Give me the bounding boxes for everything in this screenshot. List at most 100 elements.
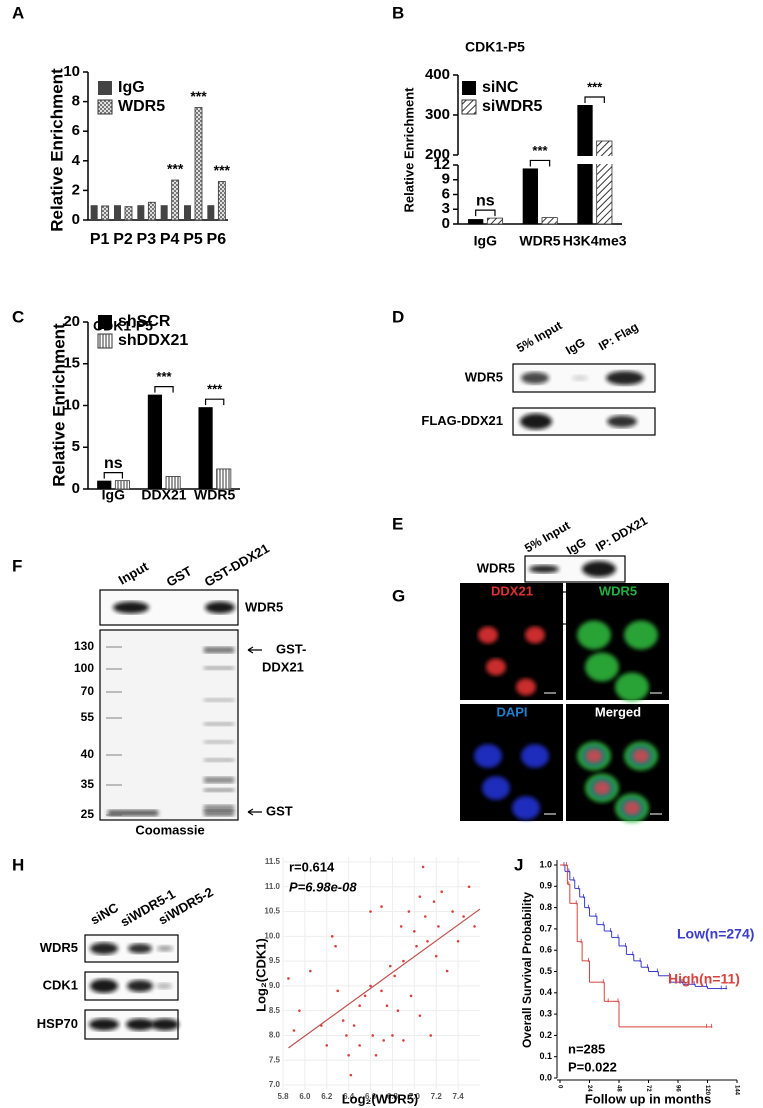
blot-band xyxy=(607,415,637,428)
x-tick-label: 96 xyxy=(674,1085,680,1092)
bar xyxy=(198,407,213,489)
y-tick-label: 7.0 xyxy=(269,1080,281,1089)
y-tick-label: 0.6 xyxy=(539,945,552,955)
point xyxy=(309,969,312,973)
legend-swatch xyxy=(98,315,112,329)
channel-label: DDX21 xyxy=(491,583,533,598)
micrograph xyxy=(460,583,563,700)
legend-label: siWDR5 xyxy=(482,98,543,115)
y-tick-label: 0.7 xyxy=(539,923,552,933)
channel-label: WDR5 xyxy=(599,583,637,598)
row-label: WDR5 xyxy=(245,599,283,614)
y-tick-label: 9 xyxy=(442,171,450,188)
x-tick-label: 24 xyxy=(586,1085,592,1092)
y-tick-label: 10 xyxy=(63,396,80,413)
y-axis-label: Relative Enrichment xyxy=(401,87,416,213)
y-tick-label: 8.5 xyxy=(269,1006,281,1015)
y-axis-label: Relative Enrichment xyxy=(47,68,66,232)
row-label: FLAG-DDX21 xyxy=(421,413,503,428)
point xyxy=(298,1009,301,1012)
y-tick-label: 5 xyxy=(72,438,80,455)
bar xyxy=(114,205,121,220)
arrow-label: DDX21 xyxy=(262,659,304,674)
x-tick-label: 6.4 xyxy=(343,1092,355,1101)
y-tick-label: 8.0 xyxy=(269,1031,281,1040)
point xyxy=(358,1044,361,1047)
blot-band xyxy=(89,1018,119,1031)
panel-label: E xyxy=(392,514,403,533)
channel-label: DAPI xyxy=(496,704,527,719)
legend-label: shDDX21 xyxy=(118,332,188,349)
y-tick-label: 1.0 xyxy=(539,859,552,869)
channel-label: Merged xyxy=(595,704,641,719)
significance-bracket xyxy=(529,159,551,167)
y-tick-label: 300 xyxy=(425,106,450,123)
plot-area xyxy=(283,857,480,1090)
marker-label: 40 xyxy=(81,747,95,761)
nucleus xyxy=(516,678,536,696)
point xyxy=(369,910,372,913)
arrow xyxy=(247,808,262,816)
column-label: IP: DDX21 xyxy=(593,513,650,554)
point xyxy=(393,974,396,978)
x-tick-label: 48 xyxy=(615,1085,621,1092)
legend-label: siNC xyxy=(482,79,519,96)
bar xyxy=(194,107,203,221)
gel-band xyxy=(204,666,234,670)
y-tick-label: 4 xyxy=(72,152,81,169)
column-label: GST-DDX21 xyxy=(202,540,272,589)
legend-swatch xyxy=(97,333,113,349)
legend-swatch xyxy=(462,81,476,95)
point xyxy=(456,939,460,943)
panel-label: D xyxy=(392,307,404,326)
y-tick-label: 0.2 xyxy=(539,1030,552,1040)
point xyxy=(407,910,411,913)
point xyxy=(409,994,413,998)
y-tick-label: 7.5 xyxy=(269,1055,281,1064)
annotation: *** xyxy=(532,143,548,158)
point xyxy=(391,1034,394,1037)
y-tick-label: 0 xyxy=(442,215,450,232)
nucleus xyxy=(482,776,510,800)
row-label: WDR5 xyxy=(477,560,515,575)
blot-band xyxy=(606,371,644,385)
y-tick-label: 400 xyxy=(425,66,450,83)
x-tick-label: 6.2 xyxy=(321,1092,333,1101)
point xyxy=(440,890,443,894)
point xyxy=(418,895,422,898)
bar xyxy=(486,217,504,225)
point xyxy=(421,865,425,869)
point xyxy=(292,1029,296,1032)
y-tick-label: 10 xyxy=(63,63,80,80)
panel-label: J xyxy=(514,855,523,874)
marker-label: 55 xyxy=(81,710,95,724)
point xyxy=(345,1034,348,1037)
annotation: *** xyxy=(167,161,184,177)
row-label: WDR5 xyxy=(40,940,78,955)
nucleus xyxy=(486,658,506,676)
point xyxy=(429,1034,433,1037)
point xyxy=(347,1053,350,1057)
y-tick-label: 0 xyxy=(72,211,80,228)
panel-label: A xyxy=(12,3,24,22)
x-tick-label: P4 xyxy=(160,231,180,248)
point xyxy=(325,1044,329,1047)
y-tick-label: 6 xyxy=(442,185,450,202)
y-tick-label: 15 xyxy=(63,355,80,372)
panel-label: B xyxy=(392,3,404,22)
panel-label: G xyxy=(392,586,405,605)
blot-band xyxy=(113,601,149,614)
regression-line xyxy=(288,908,481,1049)
point xyxy=(467,885,471,889)
y-axis-label: Log₂(CDK1) xyxy=(253,938,268,1012)
marker-label: 100 xyxy=(74,661,94,675)
bar xyxy=(147,201,156,221)
nucleus xyxy=(525,626,545,644)
bar xyxy=(114,480,130,490)
y-tick-label: 0 xyxy=(72,480,80,497)
point xyxy=(374,1053,378,1057)
point xyxy=(434,954,438,958)
point xyxy=(402,1039,405,1042)
point xyxy=(334,944,337,948)
